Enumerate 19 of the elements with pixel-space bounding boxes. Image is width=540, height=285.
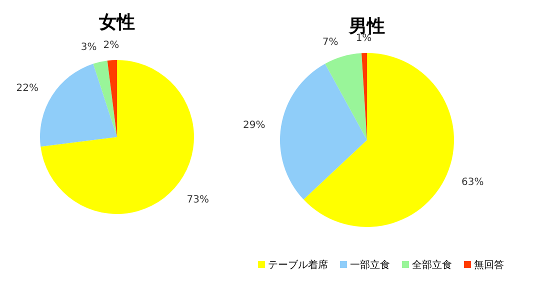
data-label: 63% [462,176,484,188]
legend-label: 無回答 [474,259,504,271]
data-label: 7% [322,37,338,48]
legend-label: テーブル着席 [268,259,328,271]
legend-label: 一部立食 [350,259,390,271]
data-label: 22% [16,83,38,94]
pie-slice [304,53,454,227]
data-label: 29% [243,120,266,131]
pie-slice [280,64,367,200]
data-label: 3% [80,42,97,54]
pie-slice [107,60,117,137]
data-label: 73% [186,194,209,206]
pie-slice [40,64,117,147]
pie-slice [325,53,367,140]
data-label: 1% [356,33,372,44]
chart-title: 女性 [98,12,135,33]
legend-label: 全部立食 [412,259,452,271]
data-label: 2% [103,40,120,52]
pie-slice [93,60,117,137]
